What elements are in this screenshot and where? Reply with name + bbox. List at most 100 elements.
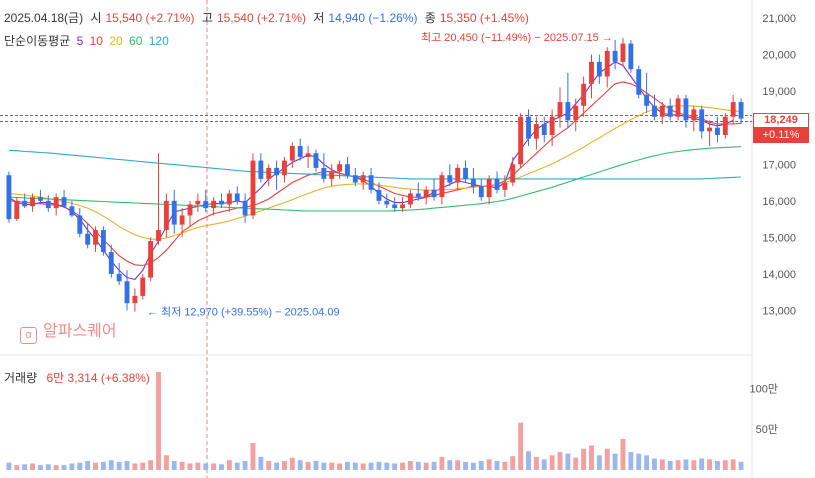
candle-body [124, 281, 130, 304]
ma-legend-5[interactable]: 5 [76, 34, 84, 48]
ma-line-10 [8, 81, 742, 267]
candle-body [565, 102, 571, 121]
volume-bar [675, 460, 681, 470]
candle-body [636, 69, 642, 95]
volume-bar [596, 455, 602, 470]
candle [620, 38, 626, 66]
candle-body [596, 61, 602, 77]
volume-bar [242, 461, 248, 470]
candle [45, 195, 51, 212]
candle-body [589, 61, 594, 84]
candle-body [305, 153, 311, 157]
candle-body [242, 200, 248, 216]
volume-bar [156, 372, 161, 470]
candle [423, 186, 429, 205]
candle-body [683, 98, 689, 121]
ma-legend[interactable]: 단순이동평균 5 10 20 60 120 [4, 32, 172, 49]
volume-bar [77, 462, 83, 470]
candle [392, 197, 398, 212]
chart-annotations: 최고 20,450 (−11.49%) − 2025.07.15 → ← 최저 1… [147, 31, 613, 318]
candle-body [486, 178, 492, 198]
candle [93, 226, 98, 252]
volume-bar [258, 456, 264, 470]
candle [400, 197, 405, 212]
candle [738, 98, 744, 125]
volume-bar [715, 461, 720, 470]
candle-body [691, 109, 697, 121]
candle-body [163, 200, 169, 231]
volume-bar [93, 462, 98, 470]
volume-header: 거래량 6만 3,314 (+6.38%) [4, 369, 150, 386]
candle [699, 105, 705, 139]
candle [384, 193, 390, 209]
volume-bar [636, 453, 642, 470]
candle-body [628, 43, 634, 70]
candle-body [148, 241, 154, 278]
candle-body [644, 94, 650, 106]
volume-bar [219, 464, 224, 470]
ma-legend-120[interactable]: 120 [148, 34, 169, 48]
candle-body [360, 175, 366, 183]
volume-bar [392, 463, 398, 470]
logo-text: 알파스퀘어 [43, 323, 117, 340]
volume-bar [447, 460, 453, 470]
candle [439, 171, 445, 205]
volume-bar [620, 438, 626, 470]
volume-bar [69, 463, 75, 470]
candle-body [132, 295, 138, 304]
candle-body [455, 167, 461, 183]
volume-bar [37, 465, 43, 470]
candle [636, 65, 642, 99]
high-annotation: 최고 20,450 (−11.49%) − 2025.07.15 → [421, 31, 613, 44]
volume-bar [203, 463, 209, 470]
volume-bar [61, 465, 67, 470]
volume-bar [549, 455, 555, 470]
volume-bar [368, 462, 374, 470]
candle-body [368, 175, 374, 190]
candle [565, 72, 571, 128]
candle-body [171, 200, 177, 225]
candle [360, 171, 366, 190]
volume-bar [431, 461, 437, 470]
candle [722, 113, 728, 139]
candle [203, 189, 209, 212]
volume-bar [502, 461, 508, 470]
candle-body [282, 160, 287, 176]
candle [455, 164, 461, 190]
candle [518, 113, 524, 168]
candle-body [195, 200, 201, 205]
ma-legend-60[interactable]: 60 [129, 34, 143, 48]
volume-tick-label: 50만 [756, 423, 778, 436]
candle [596, 54, 602, 84]
candle-body [108, 252, 114, 274]
candle-body [478, 186, 484, 198]
candle-body [345, 164, 350, 176]
high-value: 15,540 (+2.71%) [216, 11, 306, 25]
volume-bar [124, 461, 130, 470]
candle-body [376, 189, 382, 201]
candle [297, 138, 303, 161]
ma-legend-20[interactable]: 20 [109, 34, 123, 48]
candle-body [45, 200, 51, 209]
volume-bar [116, 461, 122, 470]
volume-bar [573, 457, 579, 470]
candle [376, 182, 382, 205]
volume-bar [526, 451, 531, 470]
y-tick-label: 16,000 [762, 196, 796, 208]
candle-body [22, 200, 28, 207]
volume-bar [195, 462, 201, 470]
volume-bar [266, 461, 272, 470]
volume-bar [644, 455, 650, 470]
candle-body [715, 127, 720, 135]
ma-legend-10[interactable]: 10 [89, 34, 103, 48]
candle [715, 116, 720, 143]
candle [219, 193, 224, 209]
candle-body [69, 206, 75, 216]
volume-bar [234, 462, 240, 470]
candle [69, 200, 75, 218]
y-tick-label: 21,000 [762, 13, 796, 25]
candle [581, 76, 587, 117]
candle [53, 193, 59, 216]
y-tick-label: 15,000 [762, 232, 796, 244]
